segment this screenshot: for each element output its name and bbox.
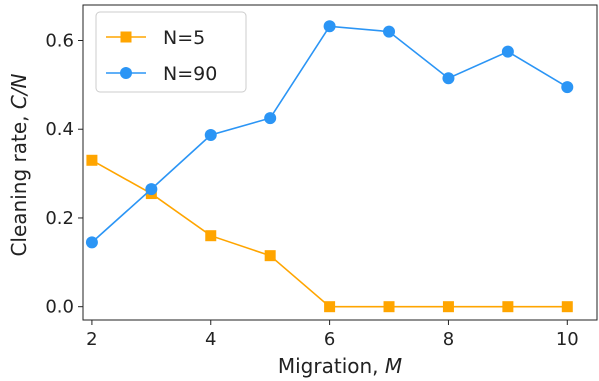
legend-label: N=90 xyxy=(163,63,217,85)
y-axis-label-main: Cleaning rate, xyxy=(7,109,31,256)
data-point xyxy=(205,230,217,242)
data-point xyxy=(502,301,514,313)
data-point xyxy=(442,301,454,313)
data-point xyxy=(204,128,217,141)
axes: 2 4 6 8 10 0.0 0.2 0.4 0.6 xyxy=(45,4,598,350)
data-point xyxy=(501,45,514,58)
y-axis-label: Cleaning rate, C/N xyxy=(7,73,31,256)
legend: N=5 N=90 xyxy=(95,11,247,93)
series-layer xyxy=(85,20,574,313)
data-point xyxy=(145,183,158,196)
legend-box xyxy=(95,11,247,93)
x-axis-label-main: Migration, xyxy=(278,354,385,378)
data-point xyxy=(383,301,395,313)
legend-marker xyxy=(120,31,132,43)
x-tick-label: 10 xyxy=(556,329,579,350)
y-axis-label-var: C/N xyxy=(7,73,31,109)
plot-frame xyxy=(82,4,598,321)
x-tick-label: 6 xyxy=(324,329,335,350)
x-tick-label: 4 xyxy=(205,329,216,350)
data-point xyxy=(383,25,396,38)
data-point xyxy=(264,250,276,262)
y-tick-label: 0.4 xyxy=(45,119,74,140)
series-1 xyxy=(85,20,574,249)
x-tick-label: 8 xyxy=(443,329,454,350)
y-tick-label: 0.0 xyxy=(45,297,74,318)
legend-marker xyxy=(120,67,132,79)
data-point xyxy=(264,112,277,125)
data-point xyxy=(324,301,336,313)
data-point xyxy=(323,20,336,33)
series-line xyxy=(91,159,568,308)
data-point xyxy=(442,72,455,85)
series-0 xyxy=(86,154,573,313)
data-point xyxy=(86,154,98,166)
x-axis-label: Migration, M xyxy=(278,354,402,378)
y-tick-label: 0.6 xyxy=(45,30,74,51)
y-tick-label: 0.2 xyxy=(45,208,74,229)
data-point xyxy=(561,81,574,94)
x-tick-label: 2 xyxy=(86,329,97,350)
data-point xyxy=(85,236,98,249)
data-point xyxy=(561,301,573,313)
legend-label: N=5 xyxy=(163,27,205,49)
x-axis-label-var: M xyxy=(385,354,402,378)
